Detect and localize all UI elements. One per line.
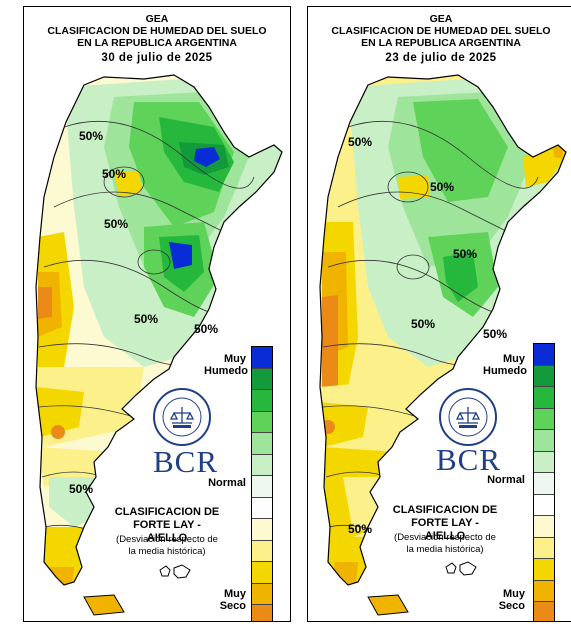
contour-label: 50% [104, 217, 129, 231]
legend-swatch-7 [252, 497, 272, 519]
contour-label: 50% [483, 327, 508, 341]
contour-label: 50% [134, 312, 159, 326]
legend-swatch-4 [534, 430, 554, 452]
bcr-seal-logo [153, 388, 211, 446]
legend-label-normal: Normal [208, 477, 246, 489]
legend-swatch-8 [252, 519, 272, 541]
legend-swatch-9 [252, 540, 272, 562]
map-title-line1: CLASIFICACION DE HUMEDAD DEL SUELO [331, 25, 551, 37]
legend-swatch-11 [534, 580, 554, 602]
bcr-logo-text: BCR [436, 442, 502, 477]
moisture-legend-scale [533, 343, 555, 621]
contour-label: 50% [348, 522, 373, 536]
method-note-line1: (Desviación respecto de [116, 534, 218, 545]
legend-swatch-0 [534, 344, 554, 366]
map-title-line2: EN LA REPUBLICA ARGENTINA [361, 37, 521, 49]
bcr-logo-text: BCR [153, 444, 219, 479]
contour-label: 50% [69, 482, 94, 496]
contour-label: 50% [453, 247, 478, 261]
moisture-legend-scale [251, 346, 273, 621]
contour-label: 50% [194, 322, 219, 336]
contour-label: 50% [411, 317, 436, 331]
legend-label-very-dry: Muy Seco [498, 588, 525, 612]
legend-swatch-5 [534, 451, 554, 473]
contour-label: 50% [348, 135, 373, 149]
legend-swatch-6 [534, 473, 554, 495]
legend-swatch-3 [534, 408, 554, 430]
legend-swatch-10 [252, 562, 272, 584]
method-note-line2: la media histórica) [406, 544, 484, 555]
method-note-line2: la media histórica) [128, 546, 206, 557]
legend-swatch-6 [252, 476, 272, 498]
malvinas-islands-outline [159, 564, 191, 579]
legend-swatch-5 [252, 454, 272, 476]
legend-swatch-1 [534, 365, 554, 387]
map-title-line1: CLASIFICACION DE HUMEDAD DEL SUELO [47, 25, 267, 37]
contour-label: 50% [102, 167, 127, 181]
legend-swatch-2 [252, 390, 272, 412]
legend-swatch-8 [534, 516, 554, 538]
method-title-line2: FORTE LAY - AIELLO [133, 519, 201, 544]
legend-swatch-12 [252, 605, 272, 621]
legend-label-normal: Normal [487, 474, 525, 486]
soil-moisture-map-panel-jul30: GEA CLASIFICACION DE HUMEDAD DEL SUELO E… [23, 6, 291, 622]
legend-swatch-7 [534, 494, 554, 516]
legend-swatch-4 [252, 433, 272, 455]
method-title-line1: CLASIFICACION DE [392, 504, 498, 516]
org-title: GEA [145, 13, 169, 25]
method-title-line1: CLASIFICACION DE [114, 506, 220, 518]
legend-label-very-dry: Muy Seco [219, 588, 246, 612]
legend-swatch-12 [534, 602, 554, 621]
legend-swatch-11 [252, 583, 272, 605]
org-title: GEA [429, 13, 453, 25]
legend-label-very-wet: Muy Humedo [483, 353, 527, 377]
soil-moisture-map-panel-jul23: GEA CLASIFICACION DE HUMEDAD DEL SUELO E… [307, 6, 571, 622]
malvinas-islands-outline [445, 561, 477, 576]
legend-swatch-2 [534, 387, 554, 409]
map-title-line2: EN LA REPUBLICA ARGENTINA [77, 37, 237, 49]
legend-swatch-1 [252, 368, 272, 390]
contour-label: 50% [79, 129, 104, 143]
contour-label: 50% [430, 180, 455, 194]
bcr-seal-logo [439, 388, 497, 446]
map-date: 23 de julio de 2025 [385, 52, 497, 64]
legend-swatch-9 [534, 537, 554, 559]
method-title-line2: FORTE LAY - AIELLO [411, 517, 479, 542]
legend-swatch-10 [534, 559, 554, 581]
legend-swatch-0 [252, 347, 272, 369]
argentina-moisture-map [319, 74, 567, 616]
legend-swatch-3 [252, 411, 272, 433]
map-date: 30 de julio de 2025 [101, 52, 213, 64]
argentina-moisture-map [35, 74, 283, 616]
method-note-line1: (Desviación respecto de [394, 532, 496, 543]
legend-label-very-wet: Muy Humedo [204, 353, 248, 377]
